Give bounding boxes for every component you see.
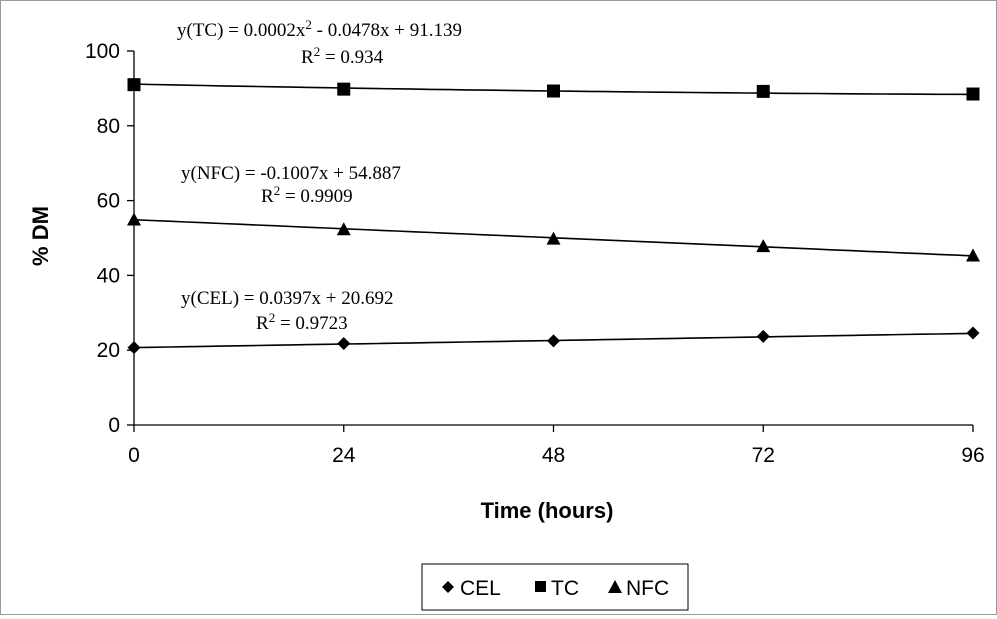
legend-square-icon <box>535 581 546 592</box>
axis-ticks: 0 20 40 60 80 100 0 24 48 72 96 <box>85 40 985 467</box>
tc-equation: y(TC) = 0.0002x2 - 0.0478x + 91.139 <box>177 17 462 41</box>
data-point-tc <box>547 84 560 98</box>
y-tick-label: 100 <box>85 40 120 63</box>
legend-label-cel: CEL <box>460 577 501 600</box>
data-point-tc <box>127 78 141 92</box>
legend-label-tc: TC <box>551 577 579 600</box>
legend: CEL TC NFC <box>421 563 689 611</box>
data-point-cel <box>966 326 980 340</box>
x-tick-label: 24 <box>332 444 356 467</box>
x-tick-label: 48 <box>542 444 565 467</box>
data-point-cel <box>127 341 141 355</box>
data-markers <box>127 78 980 355</box>
data-point-cel <box>756 329 770 343</box>
data-point-cel <box>337 336 351 350</box>
y-tick-label: 60 <box>97 190 120 213</box>
y-axis-title: % DM <box>28 206 53 266</box>
nfc-r2: R2 = 0.9909 <box>261 183 353 207</box>
data-point-nfc <box>336 222 351 236</box>
legend-diamond-icon <box>442 581 454 593</box>
tc-r2: R2 = 0.934 <box>301 44 384 68</box>
legend-triangle-icon <box>608 580 622 593</box>
legend-label-nfc: NFC <box>626 577 669 600</box>
data-point-cel <box>547 334 560 348</box>
data-point-tc <box>756 84 770 98</box>
y-tick-label: 40 <box>97 264 120 287</box>
cel-equation: y(CEL) = 0.0397x + 20.692 <box>181 288 393 309</box>
data-point-nfc <box>546 231 561 245</box>
data-point-tc <box>966 87 980 101</box>
cel-r2: R2 = 0.9723 <box>256 310 348 334</box>
data-point-nfc <box>756 239 771 253</box>
x-tick-label: 0 <box>128 444 140 467</box>
y-tick-label: 0 <box>108 414 120 437</box>
nfc-equation: y(NFC) = -0.1007x + 54.887 <box>181 163 401 184</box>
x-axis-title: Time (hours) <box>481 498 614 523</box>
data-point-nfc <box>966 248 980 262</box>
legend-box <box>421 563 689 611</box>
data-point-tc <box>337 82 351 96</box>
y-tick-label: 80 <box>97 115 120 138</box>
data-point-nfc <box>127 212 141 226</box>
y-tick-label: 20 <box>97 339 120 362</box>
x-tick-label: 72 <box>752 444 775 467</box>
x-tick-label: 96 <box>961 444 984 467</box>
